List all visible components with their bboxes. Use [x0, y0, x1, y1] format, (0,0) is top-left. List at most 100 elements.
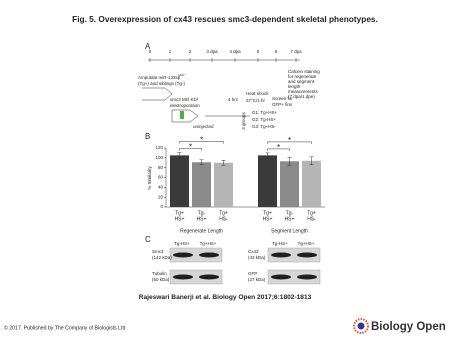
band	[173, 252, 193, 258]
bar	[258, 155, 277, 207]
bar-label: Tg+	[175, 210, 184, 216]
logo-text: Biology Open	[371, 321, 446, 333]
y-tick-label: 80	[158, 165, 164, 170]
bar-label: HS+	[175, 216, 185, 222]
error-bar	[221, 160, 226, 166]
timeline-label: 5	[257, 49, 260, 54]
copyright: © 2017. Published by The Company of Biol…	[4, 324, 125, 331]
timeline-label: 4 dpa	[229, 49, 241, 54]
bar-label: Tg+	[219, 210, 228, 216]
significance-star: *	[277, 143, 280, 152]
error-bar	[199, 159, 204, 165]
bar	[280, 161, 299, 207]
group-text: G1: Tg+HS+	[252, 110, 278, 115]
bar-label: HS-	[307, 216, 316, 222]
knockdown-text: smc3 MO KD/	[170, 97, 199, 102]
figure-title: Fig. 5. Overexpression of cx43 rescues s…	[72, 14, 378, 24]
lane-label: Tg-HS+	[174, 241, 190, 246]
heat-shock-text: Heat shock	[246, 91, 269, 96]
screen-text: Screen for	[272, 96, 293, 101]
error-bar	[177, 152, 182, 159]
fin-sketch	[171, 109, 199, 123]
error-bar	[265, 152, 270, 159]
band	[297, 274, 317, 280]
significance-bracket	[179, 141, 224, 144]
fish-sketch	[142, 87, 173, 101]
blot	[267, 247, 321, 263]
delay-text: 4 hrs	[228, 97, 239, 102]
group-text: G2: Tg-HS+	[252, 117, 276, 122]
timeline-label: 1	[169, 49, 172, 54]
blot-label: (43 kDa)	[248, 255, 266, 260]
y-tick-label: 60	[158, 175, 164, 180]
y-tick-label: 40	[158, 185, 164, 190]
timeline-label: 2	[189, 49, 192, 54]
panel-label: C	[145, 235, 151, 244]
bar	[302, 160, 321, 207]
lane-label: Tg-HS+	[272, 241, 288, 246]
groups-label: 3 groups	[241, 111, 246, 129]
bar	[192, 162, 211, 207]
panel-label: B	[145, 132, 150, 141]
bar-label: Tg-	[198, 210, 206, 216]
calcein-text: for regenerate	[288, 74, 317, 79]
error-bar	[287, 157, 292, 166]
calcein-text: Calcein staining	[288, 69, 320, 74]
screen-text: GFP+ fins	[272, 102, 293, 107]
knockdown-text: electroporation	[170, 103, 200, 108]
group-text: G3: Tg+HS-	[252, 124, 277, 129]
blot	[169, 247, 223, 263]
bar-label: Tg+	[307, 210, 316, 216]
blot	[169, 269, 223, 285]
bar-label: HS+	[285, 216, 295, 222]
blot-label: (50 kDa)	[152, 277, 170, 282]
error-bar	[309, 156, 314, 165]
y-tick-label: 120	[155, 145, 163, 150]
significance-bracket	[179, 148, 202, 151]
logo-mark	[353, 318, 369, 334]
band	[173, 274, 193, 280]
bar-label: HS+	[263, 216, 273, 222]
amputate-text: Amputate miR-133sp	[138, 75, 181, 80]
electroporation-mark	[180, 111, 184, 119]
blot-label: (142 kDa)	[152, 255, 172, 260]
blot-label: Cx43	[248, 249, 259, 254]
superscript: pd47	[178, 73, 185, 77]
citation: Rajeswari Banerji et al. Biology Open 20…	[139, 294, 312, 301]
panel-label: A	[145, 42, 151, 51]
significance-star: *	[288, 136, 291, 145]
calcein-text: (7 dpa/1 dpe)	[288, 94, 315, 99]
significance-bracket	[267, 141, 312, 144]
calcein-text: measurements	[288, 89, 319, 94]
band	[199, 274, 219, 280]
calcein-text: and segment	[288, 79, 315, 84]
blot-label: Tubulin	[152, 271, 167, 276]
significance-bracket	[267, 148, 290, 151]
blot-label: (27 kDa)	[248, 277, 266, 282]
y-tick-label: 20	[158, 194, 164, 199]
significance-star: *	[200, 136, 203, 145]
blot-label: Smc3	[152, 249, 164, 254]
uninjected-text: uninjected	[193, 124, 214, 129]
bar	[214, 162, 233, 207]
amputate-text: (Tg+) and siblings (Tg-)	[138, 81, 185, 86]
bar-label: Tg+	[263, 210, 272, 216]
calcein-text: length	[288, 84, 301, 89]
timeline-label: 3 dpa	[206, 49, 218, 54]
timeline-label: 7 dpa	[290, 49, 302, 54]
y-axis-label: % Similarity	[147, 166, 152, 190]
y-tick-label: 100	[155, 155, 163, 160]
band	[271, 252, 291, 258]
band	[199, 252, 219, 258]
timeline-label: 6	[275, 49, 278, 54]
heat-shock-text: 37°C/1 hr	[246, 98, 266, 103]
band	[271, 274, 291, 280]
timeline-label: 0	[149, 49, 152, 54]
group-label: Regenerate Length	[180, 228, 223, 234]
bar-label: HS-	[219, 216, 228, 222]
y-tick-label: 0	[160, 204, 163, 209]
significance-star: *	[189, 143, 192, 152]
blot	[267, 269, 321, 285]
bar	[170, 155, 189, 207]
